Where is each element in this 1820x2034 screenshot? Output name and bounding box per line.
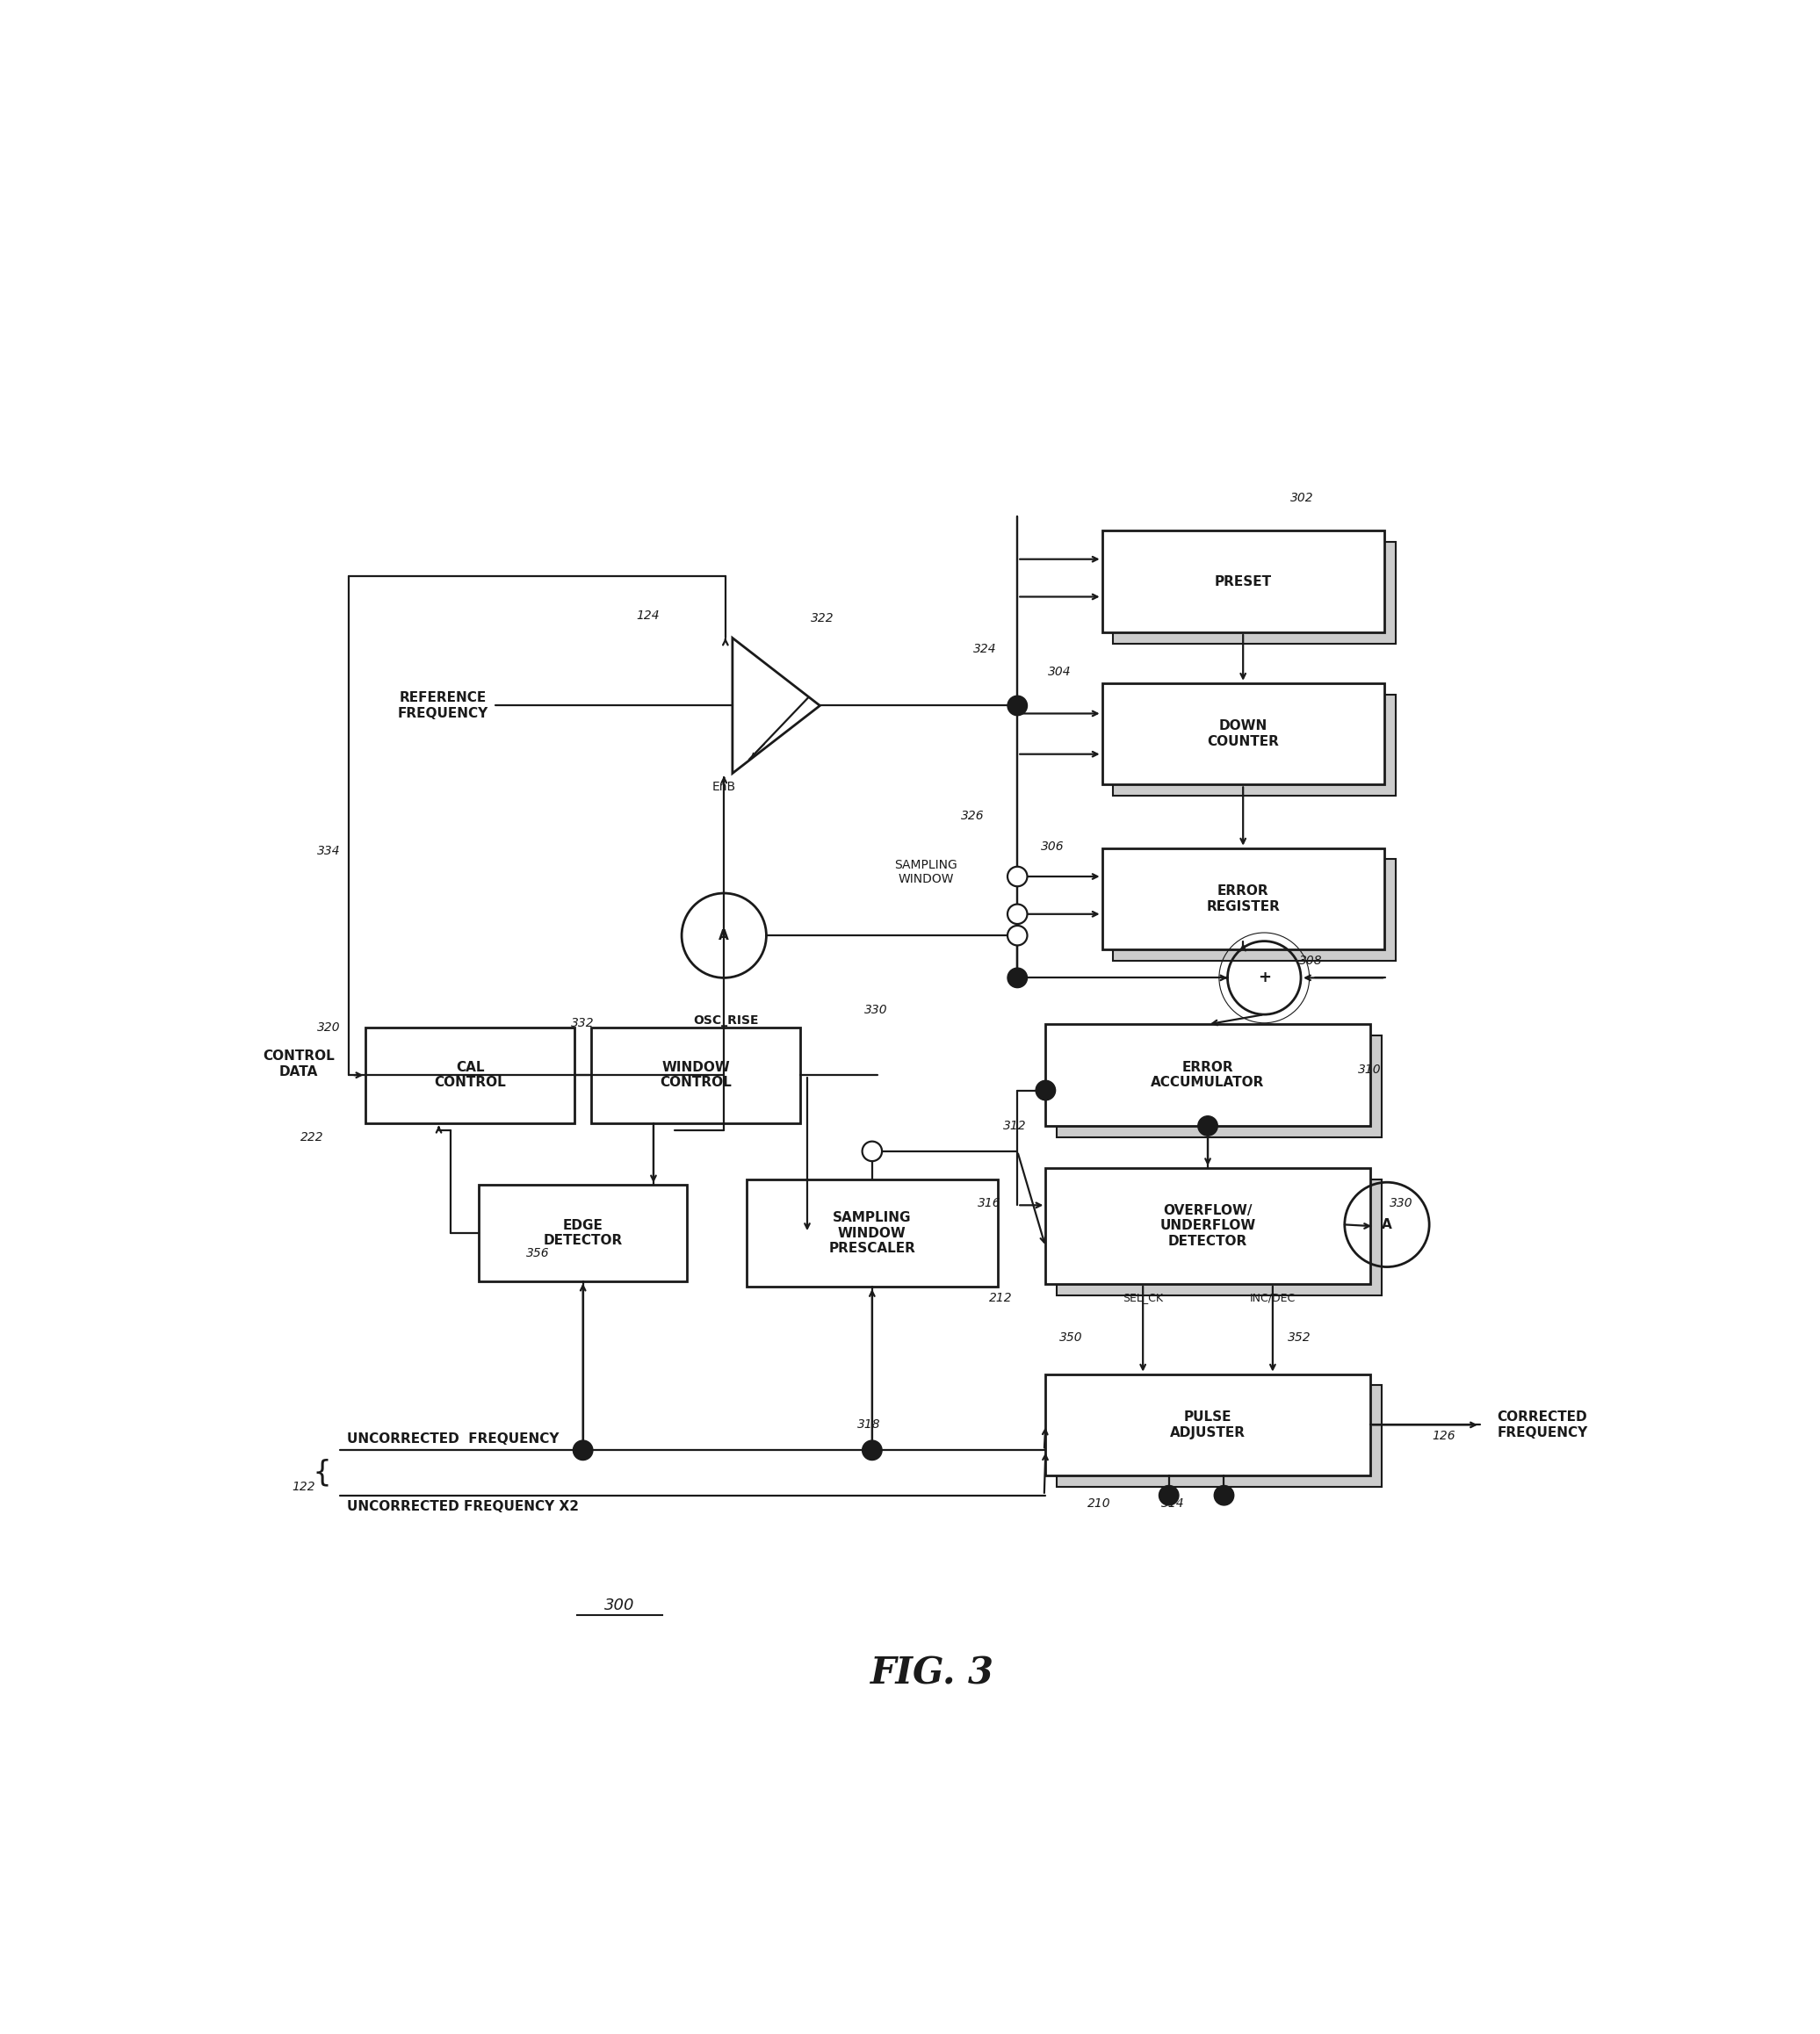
Text: 330: 330: [864, 1005, 888, 1017]
Text: PULSE
ADJUSTER: PULSE ADJUSTER: [1170, 1412, 1245, 1440]
Text: 330: 330: [1389, 1198, 1412, 1210]
Text: 310: 310: [1358, 1064, 1381, 1076]
Bar: [1103, 848, 1385, 950]
Bar: [1057, 1385, 1381, 1487]
Text: CAL
CONTROL: CAL CONTROL: [435, 1062, 506, 1090]
Text: 318: 318: [857, 1420, 881, 1432]
Text: A: A: [1381, 1218, 1392, 1231]
Text: A: A: [719, 930, 730, 942]
Text: 314: 314: [1161, 1497, 1185, 1509]
Text: 352: 352: [1289, 1332, 1310, 1344]
Circle shape: [1008, 696, 1026, 716]
Text: OSC_RISE: OSC_RISE: [693, 1015, 759, 1027]
Bar: [1045, 1025, 1370, 1127]
Bar: [1045, 1375, 1370, 1475]
Text: 350: 350: [1059, 1332, 1083, 1344]
Text: 300: 300: [604, 1597, 635, 1613]
Bar: [1103, 531, 1385, 633]
Text: PRESET: PRESET: [1214, 576, 1272, 588]
Text: SAMPLING
WINDOW: SAMPLING WINDOW: [894, 858, 957, 885]
Text: UNCORRECTED FREQUENCY X2: UNCORRECTED FREQUENCY X2: [348, 1501, 579, 1513]
Bar: [1114, 858, 1396, 960]
Bar: [1114, 541, 1396, 643]
Text: 306: 306: [1041, 840, 1065, 852]
Text: 304: 304: [1048, 665, 1072, 677]
Text: 222: 222: [300, 1131, 324, 1143]
Bar: [366, 1027, 575, 1123]
Bar: [1114, 694, 1396, 795]
Text: 334: 334: [317, 844, 340, 856]
Text: CONTROL
DATA: CONTROL DATA: [262, 1050, 335, 1078]
Circle shape: [1008, 905, 1026, 923]
Text: 122: 122: [291, 1481, 315, 1493]
Text: {: {: [313, 1458, 331, 1487]
Bar: [746, 1180, 997, 1288]
Text: +: +: [1258, 970, 1270, 986]
Circle shape: [863, 1141, 883, 1161]
Text: 320: 320: [317, 1021, 340, 1033]
Text: 326: 326: [961, 810, 985, 822]
Bar: [479, 1186, 688, 1281]
Text: SEL_CK: SEL_CK: [1123, 1292, 1163, 1304]
Text: ERROR
ACCUMULATOR: ERROR ACCUMULATOR: [1150, 1062, 1265, 1090]
Text: 124: 124: [637, 610, 659, 622]
Text: DOWN
COUNTER: DOWN COUNTER: [1207, 720, 1279, 749]
Bar: [592, 1027, 801, 1123]
Text: 322: 322: [812, 612, 834, 624]
Circle shape: [573, 1440, 593, 1460]
Text: 324: 324: [974, 643, 997, 655]
Text: FIG. 3: FIG. 3: [870, 1654, 996, 1692]
Text: 356: 356: [526, 1247, 550, 1259]
Text: 210: 210: [1088, 1497, 1110, 1509]
Text: CORRECTED
FREQUENCY: CORRECTED FREQUENCY: [1496, 1412, 1587, 1440]
Text: 212: 212: [988, 1292, 1012, 1304]
Text: 316: 316: [977, 1198, 1001, 1210]
Text: REFERENCE
FREQUENCY: REFERENCE FREQUENCY: [399, 692, 488, 720]
Circle shape: [1008, 925, 1026, 946]
Text: 308: 308: [1299, 954, 1323, 966]
Bar: [1057, 1180, 1381, 1296]
Text: EnB: EnB: [712, 781, 735, 793]
Bar: [1045, 1168, 1370, 1283]
Text: 332: 332: [571, 1017, 595, 1029]
Text: UNCORRECTED  FREQUENCY: UNCORRECTED FREQUENCY: [348, 1432, 559, 1446]
Text: OVERFLOW/
UNDERFLOW
DETECTOR: OVERFLOW/ UNDERFLOW DETECTOR: [1159, 1204, 1256, 1249]
Circle shape: [1159, 1485, 1179, 1505]
Text: EDGE
DETECTOR: EDGE DETECTOR: [544, 1218, 622, 1247]
Text: SAMPLING
WINDOW
PRESCALER: SAMPLING WINDOW PRESCALER: [828, 1210, 915, 1255]
Text: INC/DEC: INC/DEC: [1250, 1292, 1296, 1304]
Text: WINDOW
CONTROL: WINDOW CONTROL: [661, 1062, 732, 1090]
Circle shape: [1008, 968, 1026, 989]
Circle shape: [1214, 1485, 1234, 1505]
Text: 312: 312: [1003, 1121, 1026, 1133]
Text: 302: 302: [1290, 492, 1314, 504]
Circle shape: [1008, 866, 1026, 887]
Circle shape: [1198, 1117, 1218, 1135]
Circle shape: [863, 1440, 883, 1460]
Text: ERROR
REGISTER: ERROR REGISTER: [1207, 885, 1279, 913]
Circle shape: [1036, 1080, 1056, 1100]
Bar: [1103, 683, 1385, 785]
Text: 126: 126: [1432, 1430, 1454, 1442]
Bar: [1057, 1035, 1381, 1137]
